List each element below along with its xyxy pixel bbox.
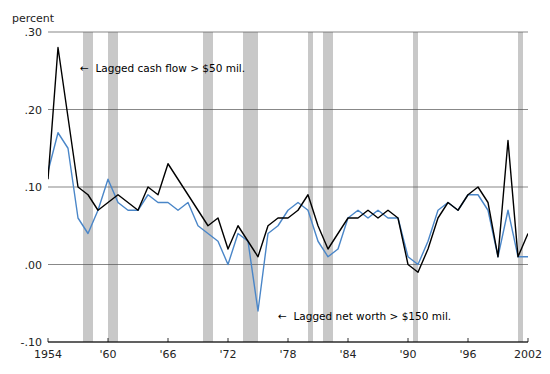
x-tick-label: '66	[159, 348, 176, 361]
x-tick-label: 1954	[34, 348, 62, 361]
x-tick-label: '60	[99, 348, 116, 361]
x-tick-label: '90	[399, 348, 416, 361]
y-tick-label: .30	[25, 26, 43, 39]
annotation: ← Lagged cash flow > $50 mil.	[80, 62, 245, 74]
x-tick	[408, 338, 409, 342]
lines	[48, 48, 528, 312]
annotation: ← Lagged net worth > $150 mil.	[278, 310, 451, 322]
grid-line	[48, 32, 528, 33]
x-tick	[48, 338, 49, 342]
series-line	[48, 48, 528, 273]
x-tick	[288, 338, 289, 342]
x-tick	[528, 338, 529, 342]
x-tick	[468, 338, 469, 342]
y-tick-label: .20	[25, 104, 43, 117]
x-tick-label: '78	[279, 348, 296, 361]
grid-line	[48, 187, 528, 188]
x-tick	[228, 338, 229, 342]
x-tick-label: '84	[339, 348, 356, 361]
x-tick	[108, 338, 109, 342]
x-tick-label: '96	[459, 348, 476, 361]
y-tick-label: .10	[25, 181, 43, 194]
x-tick	[348, 338, 349, 342]
y-axis-label: percent	[12, 12, 55, 25]
chart: 1954 '60 '66 '72 '78 '84 '90 '96 2002 -.10 .00 .10.…	[0, 0, 550, 374]
grid-line	[48, 264, 528, 265]
x-tick-label: '72	[219, 348, 236, 361]
grid-line	[48, 109, 528, 110]
y-tick-label: -.10	[21, 336, 42, 349]
series-line	[48, 133, 528, 311]
x-tick-label: 2002	[514, 348, 542, 361]
x-tick	[168, 338, 169, 342]
y-tick-label: .00	[25, 259, 43, 272]
